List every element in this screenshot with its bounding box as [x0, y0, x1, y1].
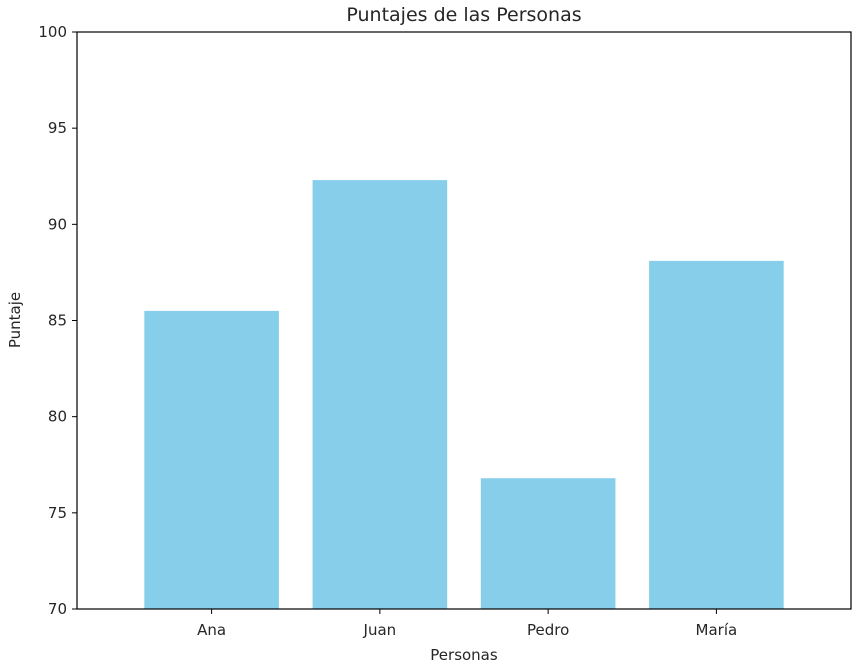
y-tick-label: 70: [48, 600, 67, 618]
bars-group: [144, 180, 784, 609]
x-tick-label: Juan: [363, 621, 397, 639]
bar-3: [649, 260, 784, 609]
x-axis-label: Personas: [430, 646, 498, 664]
bar-0: [144, 310, 279, 609]
x-axis-ticks: Ana Juan Pedro María: [197, 609, 737, 639]
plot-frame: [76, 31, 852, 610]
y-tick-label: 75: [48, 504, 67, 522]
y-tick-label: 80: [48, 408, 67, 426]
y-tick-label: 85: [48, 312, 67, 330]
y-axis-ticks: 70 75 80 85 90 95 100: [38, 23, 77, 618]
y-tick-label: 90: [48, 215, 67, 233]
x-tick-label: María: [696, 621, 738, 639]
bar-2: [480, 478, 616, 609]
y-tick-label: 100: [38, 23, 67, 41]
y-axis-label: Puntaje: [6, 292, 24, 348]
x-tick-label: Ana: [197, 621, 226, 639]
bar-1: [312, 180, 448, 609]
chart-title: Puntajes de las Personas: [346, 4, 581, 26]
y-tick-label: 95: [48, 119, 67, 137]
x-tick-label: Pedro: [527, 621, 569, 639]
